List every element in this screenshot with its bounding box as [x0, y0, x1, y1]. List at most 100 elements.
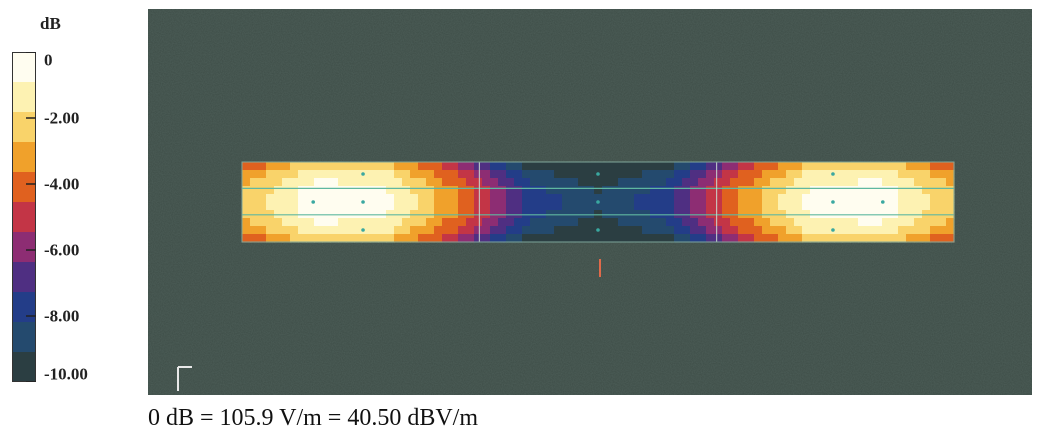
heatmap-cell	[514, 202, 523, 211]
heatmap-cell	[506, 226, 515, 235]
heatmap-cell	[738, 170, 747, 179]
heatmap-cell	[730, 186, 739, 195]
heatmap-cell	[834, 162, 843, 171]
heatmap-cell	[834, 226, 843, 235]
heatmap-cell	[762, 178, 771, 187]
heatmap-cell	[482, 226, 491, 235]
heatmap-cell	[410, 162, 419, 171]
heatmap-cell	[354, 234, 363, 243]
heatmap-cell	[402, 202, 411, 211]
heatmap-cell	[578, 186, 587, 195]
heatmap-cell	[802, 170, 811, 179]
heatmap-cell	[386, 202, 395, 211]
heatmap-cell	[250, 234, 259, 243]
heatmap-cell	[394, 218, 403, 227]
heatmap-cell	[314, 202, 323, 211]
heatmap-cell	[506, 218, 515, 227]
heatmap-cell	[730, 162, 739, 171]
heatmap-cell	[594, 234, 603, 243]
heatmap-cell	[450, 170, 459, 179]
heatmap-cell	[410, 218, 419, 227]
heatmap-cell	[802, 178, 811, 187]
heatmap-cell	[290, 186, 299, 195]
heatmap-cell	[578, 226, 587, 235]
heatmap-cell	[890, 226, 899, 235]
heatmap-cell	[898, 194, 907, 203]
heatmap-cell	[410, 186, 419, 195]
heatmap-cell	[866, 178, 875, 187]
heatmap-cell	[282, 194, 291, 203]
heatmap-cell	[362, 226, 371, 235]
heatmap-cell	[674, 194, 683, 203]
heatmap-cell	[810, 194, 819, 203]
heatmap-cell	[378, 202, 387, 211]
heatmap-cell	[690, 234, 699, 243]
heatmap-cell	[754, 170, 763, 179]
heatmap-cell	[418, 234, 427, 243]
heatmap-cell	[746, 194, 755, 203]
heatmap-cell	[354, 218, 363, 227]
heatmap-cell	[802, 202, 811, 211]
heatmap-cell	[818, 194, 827, 203]
axis-indicator-icon	[177, 366, 192, 391]
heatmap-cell	[378, 170, 387, 179]
heatmap-cell	[730, 194, 739, 203]
heatmap-cell	[642, 234, 651, 243]
heatmap-cell	[346, 218, 355, 227]
heatmap-cell	[410, 170, 419, 179]
heatmap-cell	[922, 170, 931, 179]
heatmap-cell	[434, 162, 443, 171]
heatmap-cell	[570, 170, 579, 179]
heatmap-cell	[730, 226, 739, 235]
heatmap-cell	[522, 186, 531, 195]
heatmap-cell	[642, 218, 651, 227]
heatmap-cell	[554, 202, 563, 211]
heatmap-cell	[626, 226, 635, 235]
heatmap-cell	[842, 178, 851, 187]
heatmap-cell	[354, 226, 363, 235]
heatmap-cell	[778, 234, 787, 243]
heatmap-cell	[834, 170, 843, 179]
heatmap-cell	[674, 162, 683, 171]
heatmap-cell	[250, 218, 259, 227]
heatmap-cell	[714, 186, 723, 195]
heatmap-cell	[930, 234, 939, 243]
heatmap-cell	[498, 234, 507, 243]
heatmap-cell	[426, 218, 435, 227]
heatmap-cell	[426, 202, 435, 211]
heatmap-cell	[330, 226, 339, 235]
heatmap-cell	[938, 218, 947, 227]
heatmap-cell	[722, 234, 731, 243]
heatmap-cell	[810, 202, 819, 211]
heatmap-cell	[458, 202, 467, 211]
heatmap-cell	[858, 234, 867, 243]
heatmap-cell	[658, 178, 667, 187]
heatmap-cell	[770, 234, 779, 243]
heatmap-cell	[410, 234, 419, 243]
heatmap-cell	[890, 202, 899, 211]
colorbar-tick-label: -10.00	[44, 364, 88, 384]
heatmap-cell	[810, 170, 819, 179]
heatmap-cell	[914, 186, 923, 195]
heatmap-cell	[562, 202, 571, 211]
heatmap-cell	[906, 202, 915, 211]
heatmap-cell	[514, 218, 523, 227]
heatmap-cell	[346, 170, 355, 179]
heatmap-cell	[706, 226, 715, 235]
heatmap-cell	[322, 170, 331, 179]
heatmap-cell	[898, 186, 907, 195]
heatmap-cell	[522, 234, 531, 243]
heatmap-cell	[914, 202, 923, 211]
heatmap-cell	[626, 202, 635, 211]
heatmap-cell	[562, 162, 571, 171]
heatmap-cell	[258, 170, 267, 179]
heatmap-cell	[378, 226, 387, 235]
heatmap-cell	[594, 162, 603, 171]
heatmap-cell	[866, 234, 875, 243]
heatmap-cell	[618, 170, 627, 179]
heatmap-cell	[306, 178, 315, 187]
heatmap-cell	[946, 194, 955, 203]
heatmap-cell	[578, 234, 587, 243]
heatmap-cell	[602, 162, 611, 171]
heatmap-cell	[250, 178, 259, 187]
